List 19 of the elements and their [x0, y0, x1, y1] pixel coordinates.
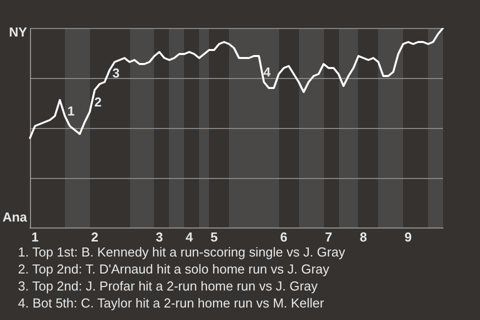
x-tick-label: 5 [210, 229, 218, 244]
x-tick-label: 2 [91, 229, 98, 244]
annotation: 3 [112, 66, 120, 81]
annotation: 2 [94, 94, 102, 110]
text: Ana [2, 210, 28, 225]
annotation: 1 [67, 104, 75, 119]
x-tick-label: 8 [360, 229, 368, 244]
x-tick-label: 7 [324, 229, 332, 244]
x-tick-label: 6 [280, 229, 288, 244]
annotation: 4 [263, 64, 272, 80]
text: 3. Top 2nd: J. Profar hit a 2-run home run vs J. Gray [18, 278, 318, 294]
text: 4. Bot 5th: C. Taylor hit a 2-run home run vs M. Keller [18, 296, 325, 311]
x-tick-label: 3 [156, 229, 163, 244]
x-tick-label: 9 [404, 229, 412, 244]
text: 1. Top 1st: B. Kennedy hit a run-scoring single vs J. Gray [18, 244, 346, 260]
x-tick-label: 1 [31, 229, 39, 244]
x-tick-label: 4 [186, 229, 194, 244]
text: 2. Top 2nd: T. D'Arnaud hit a solo home run vs J. Gray [18, 262, 330, 277]
text: NY [8, 24, 28, 40]
